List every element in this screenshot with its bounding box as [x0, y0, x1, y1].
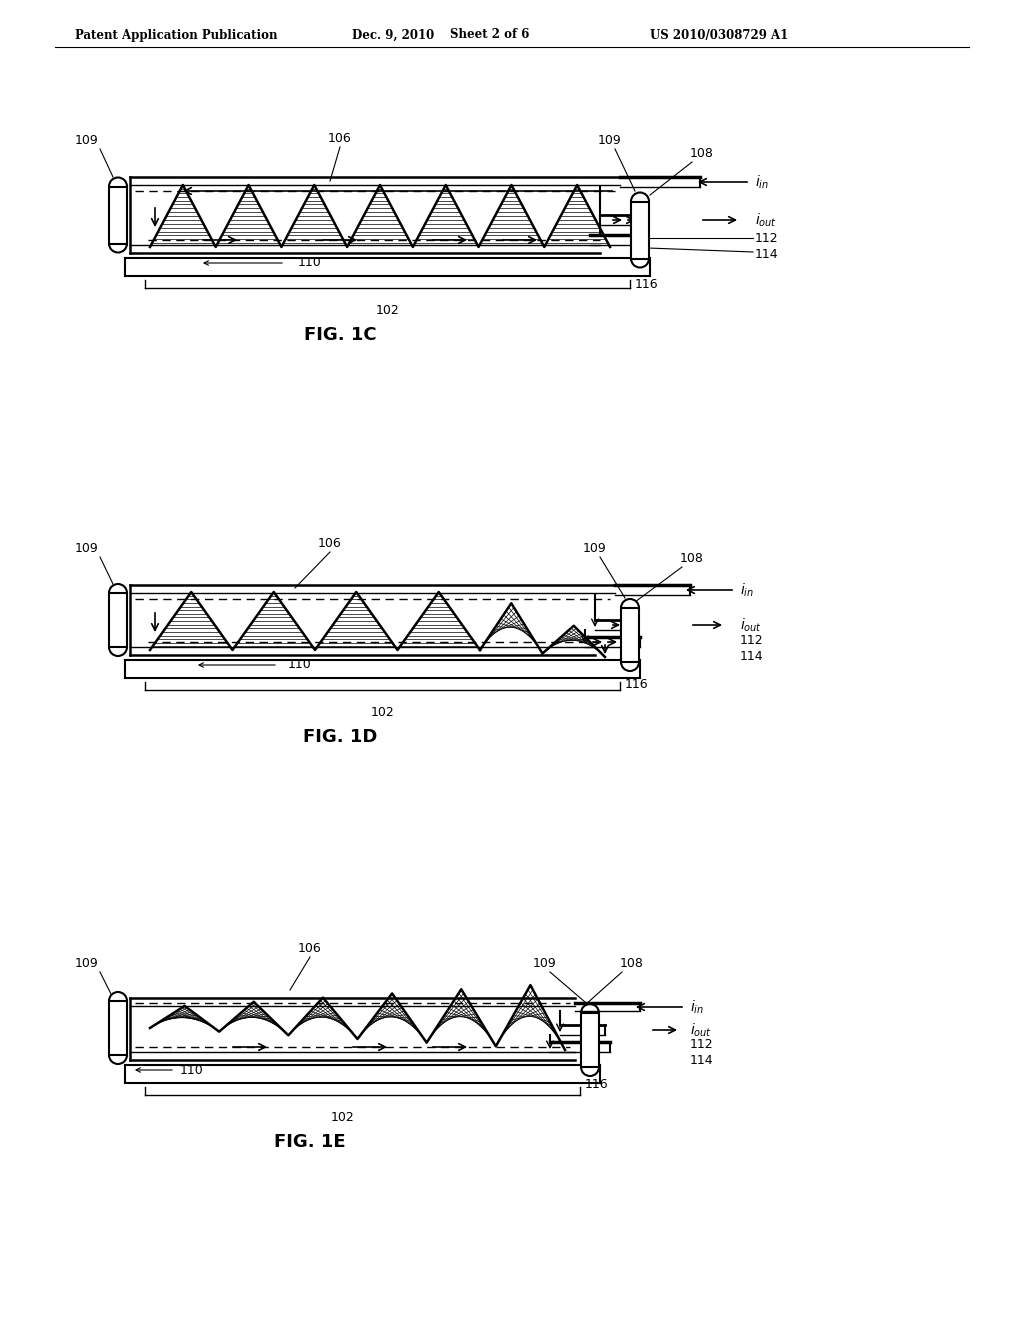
Bar: [109, 186, 127, 243]
Text: $i_{out}$: $i_{out}$: [755, 211, 777, 228]
Bar: [621, 609, 639, 663]
Text: FIG. 1D: FIG. 1D: [303, 729, 377, 746]
Text: $i_{out}$: $i_{out}$: [690, 1022, 712, 1039]
Circle shape: [109, 235, 127, 252]
Circle shape: [631, 249, 649, 268]
Text: 102: 102: [371, 706, 394, 719]
Text: 112: 112: [740, 634, 764, 647]
Text: 108: 108: [680, 552, 703, 565]
Text: 109: 109: [534, 957, 557, 970]
Text: 116: 116: [625, 678, 648, 692]
Text: 109: 109: [598, 135, 622, 147]
Text: Patent Application Publication: Patent Application Publication: [75, 29, 278, 41]
Text: 110: 110: [298, 256, 322, 269]
Text: 106: 106: [318, 537, 342, 550]
Text: $i_{in}$: $i_{in}$: [755, 173, 769, 190]
Text: 110: 110: [288, 659, 312, 672]
Circle shape: [631, 193, 649, 210]
Text: 112: 112: [690, 1039, 714, 1052]
Text: 108: 108: [690, 147, 714, 160]
Text: 114: 114: [755, 248, 778, 260]
Text: 116: 116: [635, 279, 658, 292]
Text: 102: 102: [376, 304, 399, 317]
Text: 109: 109: [75, 135, 98, 147]
Text: 108: 108: [620, 957, 644, 970]
Circle shape: [581, 1005, 599, 1022]
Text: $i_{out}$: $i_{out}$: [740, 616, 762, 634]
Circle shape: [621, 599, 639, 616]
Text: 106: 106: [298, 942, 322, 954]
Text: $i_{in}$: $i_{in}$: [690, 998, 705, 1015]
Text: 109: 109: [75, 543, 98, 554]
Text: $i_{in}$: $i_{in}$: [740, 581, 754, 599]
Text: 112: 112: [755, 231, 778, 244]
Circle shape: [109, 1045, 127, 1064]
Text: FIG. 1C: FIG. 1C: [304, 326, 376, 345]
Text: FIG. 1E: FIG. 1E: [274, 1133, 346, 1151]
Text: US 2010/0308729 A1: US 2010/0308729 A1: [650, 29, 788, 41]
Bar: [109, 593, 127, 647]
Text: 102: 102: [331, 1111, 354, 1125]
Text: 114: 114: [690, 1055, 714, 1068]
Circle shape: [109, 583, 127, 602]
Circle shape: [581, 1059, 599, 1076]
Text: Sheet 2 of 6: Sheet 2 of 6: [450, 29, 529, 41]
Text: 116: 116: [585, 1078, 608, 1092]
Text: Dec. 9, 2010: Dec. 9, 2010: [352, 29, 434, 41]
Circle shape: [109, 638, 127, 656]
Text: 114: 114: [740, 649, 764, 663]
Text: 109: 109: [75, 957, 98, 970]
Circle shape: [109, 993, 127, 1010]
Bar: [631, 202, 649, 259]
Circle shape: [621, 653, 639, 671]
Circle shape: [109, 177, 127, 195]
Bar: [581, 1012, 599, 1067]
Text: 109: 109: [583, 543, 607, 554]
Bar: [109, 1001, 127, 1055]
Text: 110: 110: [180, 1064, 204, 1077]
Text: 106: 106: [328, 132, 352, 145]
